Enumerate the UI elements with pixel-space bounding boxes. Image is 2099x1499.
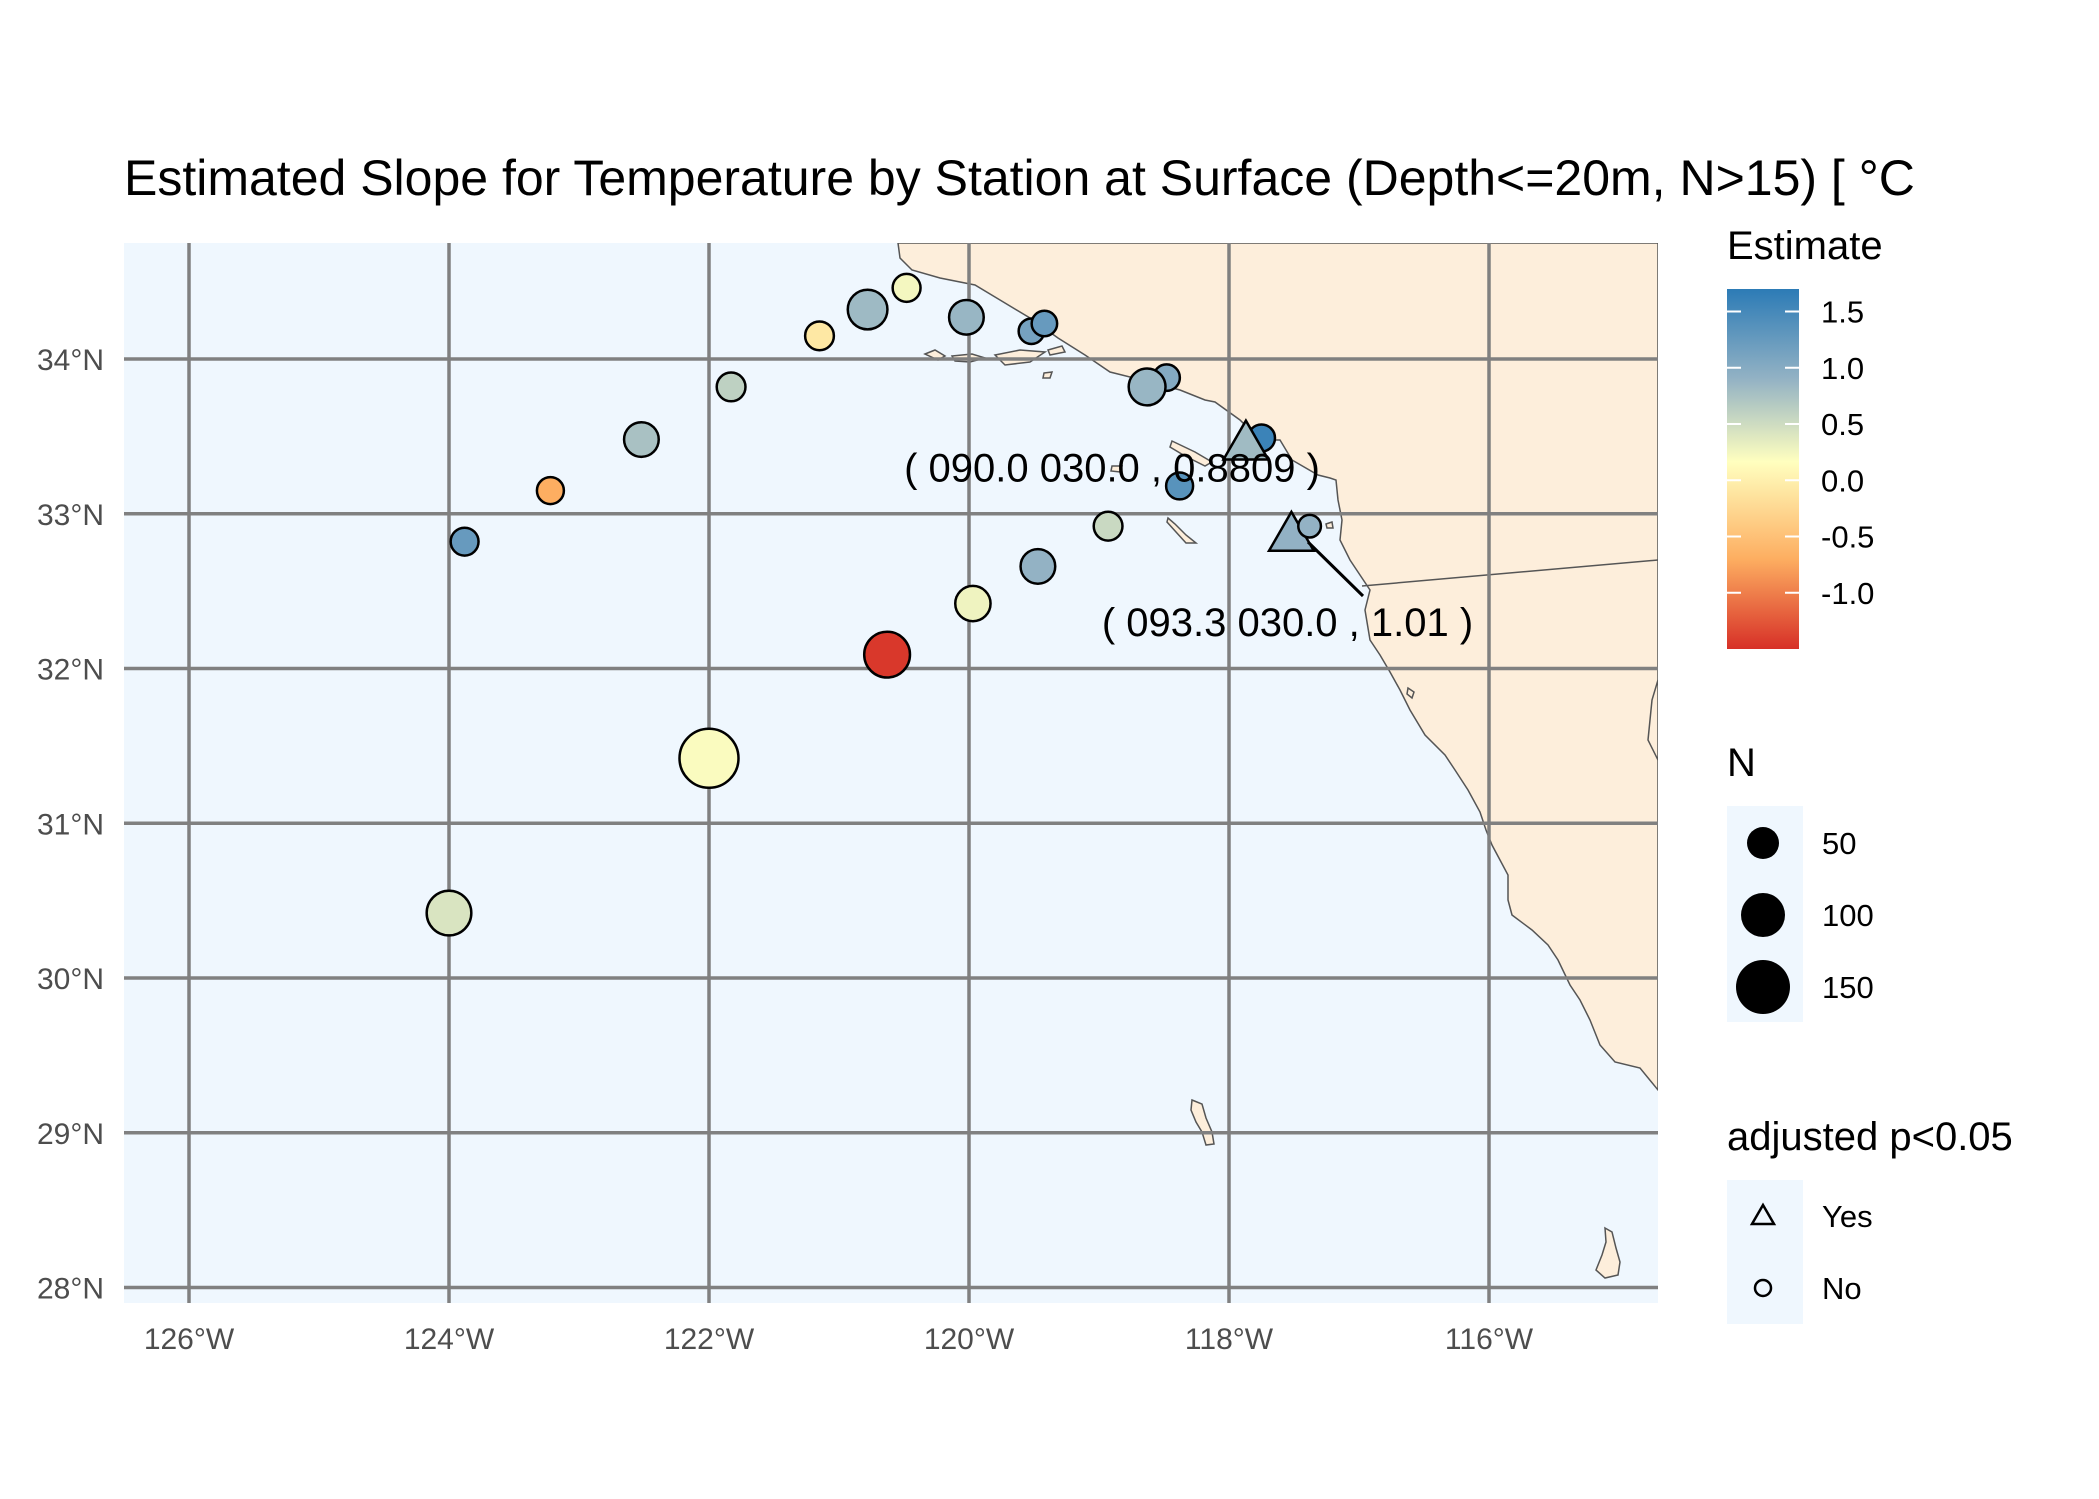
n-legend-label: 100 <box>1822 898 1874 933</box>
station-marker <box>1127 367 1167 407</box>
station-marker <box>862 630 912 679</box>
n-legend-label: 50 <box>1822 826 1856 861</box>
station-marker <box>715 371 747 403</box>
lat-tick-label: 28°N <box>37 1273 104 1306</box>
station-points <box>425 272 1323 937</box>
colorbar-tick-label: 1.5 <box>1821 295 1864 330</box>
station-labels: ( 090.0 030.0 , 0.8809 ) ( 093.3 030.0 , … <box>904 446 1473 645</box>
n-legend: N 50 100 150 <box>1727 741 1874 1022</box>
santa-barbara-island <box>1042 371 1054 379</box>
station-marker <box>678 727 740 790</box>
lon-tick-label: 116°W <box>1445 1323 1534 1356</box>
coronado-islands <box>1325 521 1334 529</box>
n-legend-key-100 <box>1741 893 1785 937</box>
station-marker <box>803 320 836 352</box>
estimate-legend: Estimate 1.5 1.0 0.5 0.0 -0.5 -1.0 <box>1727 224 1883 649</box>
station-marker <box>622 420 660 459</box>
station-marker <box>1030 309 1059 338</box>
triangle-legend-icon <box>1749 1202 1777 1226</box>
station-marker <box>1297 513 1323 539</box>
lon-tick-label: 120°W <box>924 1323 1015 1356</box>
san-nicolas-island <box>1110 465 1124 473</box>
colorbar-tick-label: 0.5 <box>1821 407 1864 442</box>
catalina-island <box>1169 439 1214 467</box>
sig-legend-label-yes: Yes <box>1822 1199 1873 1234</box>
colorbar-tick-label: 0.0 <box>1821 463 1864 498</box>
estimate-legend-title: Estimate <box>1727 224 1883 268</box>
channel-islands-4 <box>1046 345 1067 356</box>
station-marker-significant <box>1221 418 1271 461</box>
chart-title: Estimated Slope for Temperature by Stati… <box>124 150 1915 206</box>
lat-tick-label: 29°N <box>37 1118 104 1151</box>
n-legend-title: N <box>1727 741 1756 785</box>
sig-legend: adjusted p<0.05 Yes No <box>1727 1115 2013 1324</box>
station-label: ( 093.3 030.0 , 1.01 ) <box>1102 601 1473 645</box>
colorbar-tick-label: -1.0 <box>1821 576 1874 611</box>
lat-tick-label: 31°N <box>37 808 104 841</box>
sig-legend-label-no: No <box>1822 1271 1862 1306</box>
station-label: ( 090.0 030.0 , 0.8809 ) <box>904 446 1320 490</box>
station-marker <box>1092 510 1124 542</box>
station-marker <box>425 889 473 937</box>
station-marker <box>535 475 566 506</box>
baja-east-coast <box>1647 679 1658 761</box>
lat-tick-label: 32°N <box>37 654 104 687</box>
station-marker <box>954 584 992 623</box>
lon-tick-label: 124°W <box>404 1323 495 1356</box>
station-marker <box>449 526 480 557</box>
lon-tick-label: 126°W <box>144 1323 235 1356</box>
sig-legend-key-bg <box>1727 1180 1803 1324</box>
station-marker <box>1019 547 1057 585</box>
sig-legend-title: adjusted p<0.05 <box>1727 1115 2013 1159</box>
colorbar-tick-label: 1.0 <box>1821 351 1864 386</box>
border-line <box>1361 559 1658 587</box>
circle-legend-icon <box>1753 1278 1773 1298</box>
lon-tick-label: 122°W <box>664 1323 755 1356</box>
n-legend-key-50 <box>1747 827 1779 859</box>
land-layer <box>897 243 1658 1279</box>
lat-tick-label: 30°N <box>37 963 104 996</box>
lat-tick-label: 34°N <box>37 344 104 377</box>
station-marker <box>947 298 985 336</box>
label-leader-line <box>1306 540 1365 598</box>
map-panel: ( 090.0 030.0 , 0.8809 ) ( 093.3 030.0 , … <box>37 243 1658 1356</box>
n-legend-key-150 <box>1736 960 1790 1014</box>
lat-tick-label: 33°N <box>37 499 104 532</box>
colorbar-tick-label: -0.5 <box>1821 520 1874 555</box>
cedros-island <box>1595 1226 1621 1279</box>
n-legend-label: 150 <box>1822 970 1874 1005</box>
lon-tick-label: 118°W <box>1185 1323 1274 1356</box>
estimate-colorbar <box>1727 289 1799 649</box>
mainland <box>897 243 1658 1092</box>
san-clemente-island <box>1166 516 1199 544</box>
station-marker <box>891 272 922 304</box>
todos-santos-islands <box>1406 686 1415 700</box>
estimate-colorbar-ticks: 1.5 1.0 0.5 0.0 -0.5 -1.0 <box>1727 295 1874 611</box>
axes: 126°W 124°W 122°W 120°W 118°W 116°W 28°N 29°N 30… <box>37 344 1534 1356</box>
station-marker <box>846 288 889 331</box>
station-marker <box>1164 471 1195 501</box>
